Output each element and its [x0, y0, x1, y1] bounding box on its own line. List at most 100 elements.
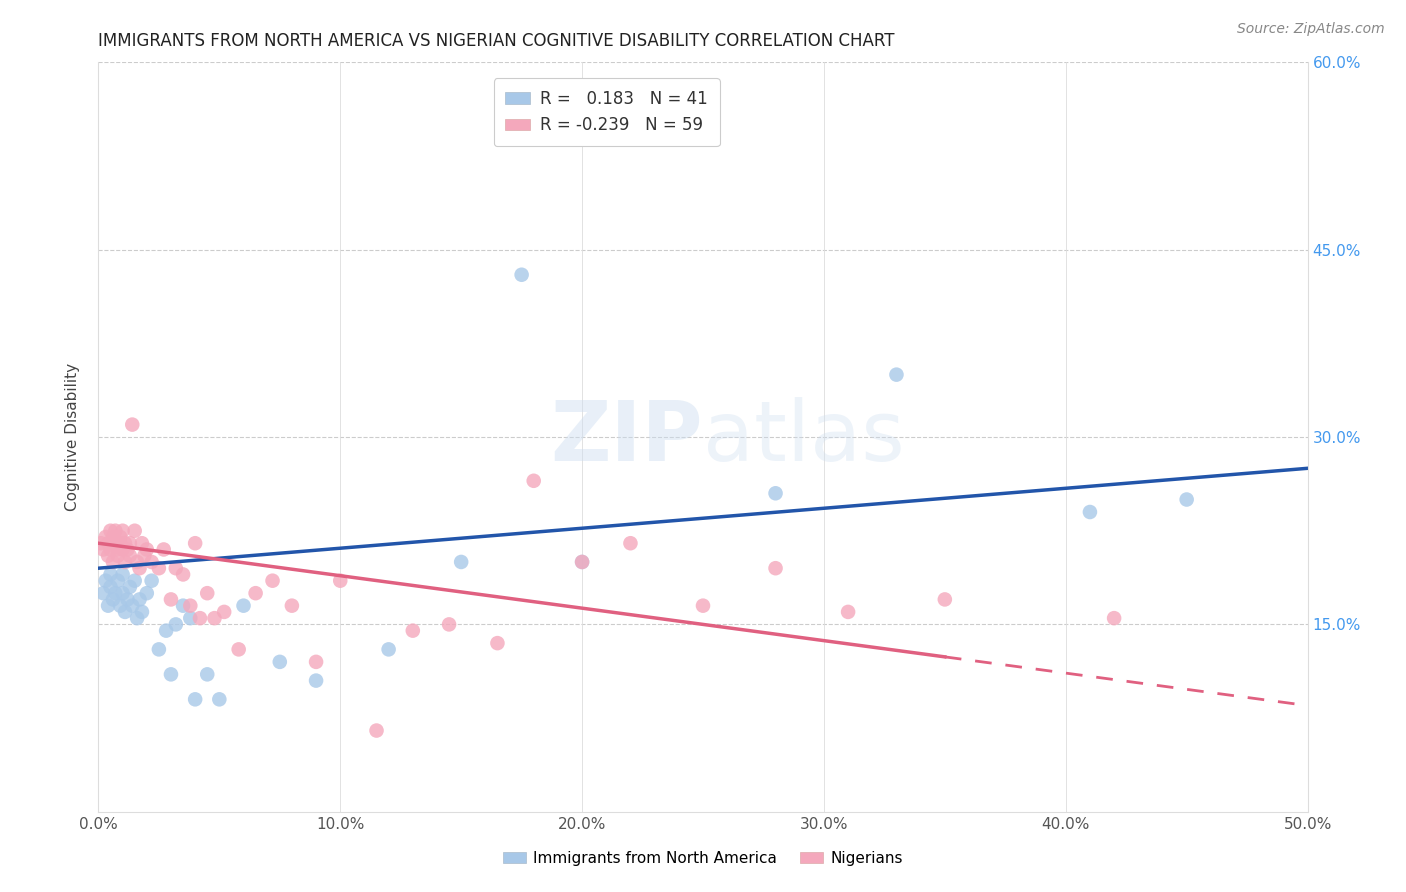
Legend: Immigrants from North America, Nigerians: Immigrants from North America, Nigerians [496, 845, 910, 872]
Point [765, 561, 787, 575]
Point [148, 561, 170, 575]
Point [114, 536, 136, 550]
Point [837, 605, 859, 619]
Point [305, 655, 328, 669]
Text: IMMIGRANTS FROM NORTH AMERICA VS NIGERIAN COGNITIVE DISABILITY CORRELATION CHART: IMMIGRANTS FROM NORTH AMERICA VS NIGERIA… [98, 32, 896, 50]
Point [97, 549, 120, 563]
Point [118, 549, 141, 563]
Point [1175, 492, 1198, 507]
Point [377, 642, 399, 657]
Point [107, 549, 129, 563]
Point [90, 536, 112, 550]
Point [131, 605, 153, 619]
Point [127, 555, 149, 569]
Point [100, 542, 122, 557]
Point [141, 574, 163, 588]
Point [114, 605, 136, 619]
Point [184, 692, 207, 706]
Point [128, 561, 150, 575]
Point [97, 599, 120, 613]
Point [305, 673, 328, 688]
Point [104, 524, 127, 538]
Point [108, 536, 131, 550]
Point [111, 542, 134, 557]
Point [179, 599, 201, 613]
Point [152, 542, 174, 557]
Point [165, 617, 187, 632]
Point [204, 611, 226, 625]
Point [135, 542, 157, 557]
Legend: R =   0.183   N = 41, R = -0.239   N = 59: R = 0.183 N = 41, R = -0.239 N = 59 [494, 78, 720, 146]
Point [228, 642, 250, 657]
Point [155, 624, 177, 638]
Point [100, 524, 122, 538]
Point [1102, 611, 1125, 625]
Point [437, 617, 460, 632]
Point [1078, 505, 1101, 519]
Point [184, 536, 207, 550]
Point [329, 574, 352, 588]
Point [523, 474, 546, 488]
Point [117, 542, 139, 557]
Text: ZIP: ZIP [551, 397, 703, 477]
Point [195, 586, 218, 600]
Point [114, 555, 136, 569]
Point [160, 667, 183, 681]
Point [107, 574, 129, 588]
Point [127, 611, 149, 625]
Point [571, 555, 593, 569]
Point [134, 549, 156, 563]
Point [269, 655, 291, 669]
Point [91, 586, 114, 600]
Point [97, 536, 120, 550]
Point [141, 555, 163, 569]
Point [107, 542, 129, 557]
Point [91, 542, 114, 557]
Point [179, 611, 201, 625]
Point [619, 536, 641, 550]
Point [232, 599, 254, 613]
Point [135, 586, 157, 600]
Point [160, 592, 183, 607]
Point [121, 599, 143, 613]
Point [366, 723, 388, 738]
Point [104, 586, 127, 600]
Point [111, 567, 134, 582]
Point [118, 580, 141, 594]
Point [886, 368, 908, 382]
Point [121, 417, 143, 432]
Point [108, 599, 131, 613]
Point [104, 536, 127, 550]
Point [111, 524, 134, 538]
Text: Source: ZipAtlas.com: Source: ZipAtlas.com [1237, 22, 1385, 37]
Point [124, 574, 146, 588]
Point [100, 580, 122, 594]
Point [165, 561, 187, 575]
Point [510, 268, 533, 282]
Point [402, 624, 425, 638]
Point [128, 592, 150, 607]
Point [172, 599, 194, 613]
Point [118, 536, 141, 550]
Text: atlas: atlas [703, 397, 904, 477]
Point [934, 592, 956, 607]
Point [486, 636, 509, 650]
Point [101, 530, 124, 544]
Point [101, 592, 124, 607]
Point [172, 567, 194, 582]
Point [100, 567, 122, 582]
Point [450, 555, 472, 569]
Point [188, 611, 211, 625]
Point [111, 586, 134, 600]
Point [208, 692, 231, 706]
Point [692, 599, 714, 613]
Point [245, 586, 267, 600]
Point [131, 536, 153, 550]
Y-axis label: Cognitive Disability: Cognitive Disability [65, 363, 80, 511]
Point [124, 524, 146, 538]
Point [94, 574, 117, 588]
Point [281, 599, 304, 613]
Point [195, 667, 218, 681]
Point [108, 530, 131, 544]
Point [117, 592, 139, 607]
